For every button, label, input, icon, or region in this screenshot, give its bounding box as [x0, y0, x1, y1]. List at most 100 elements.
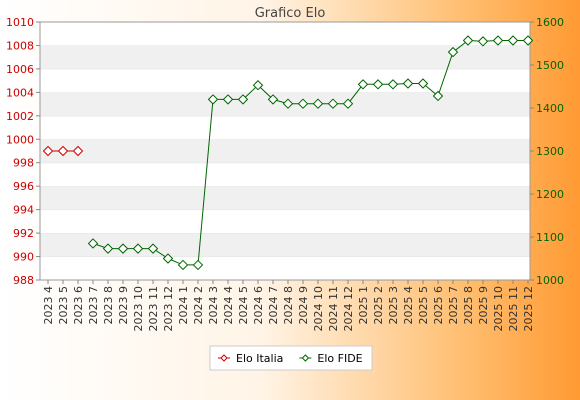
x-axis-tick-label: 2025 1 — [357, 286, 370, 325]
right-axis-tick-label: 1300 — [536, 145, 564, 158]
x-axis-tick-label: 2023 7 — [87, 286, 100, 325]
legend-elo-fide-marker — [301, 354, 310, 362]
x-axis-tick-label: 2025 3 — [387, 286, 400, 325]
series-elo-italia-point — [72, 145, 84, 157]
series-elo-fide-point — [312, 98, 324, 109]
series-elo-fide-point — [207, 94, 219, 105]
x-axis-tick-label: 2025 11 — [507, 286, 520, 332]
series-elo-fide-point — [447, 46, 459, 58]
series-elo-fide-point — [492, 35, 504, 46]
left-axis-tick-label: 988 — [13, 274, 34, 287]
left-axis-tick-label: 1002 — [6, 110, 34, 123]
series-elo-fide-point — [357, 79, 369, 90]
x-axis-tick-label: 2025 9 — [477, 286, 490, 325]
x-axis-tick-label: 2024 10 — [312, 286, 325, 332]
legend: Elo Italia Elo FIDE — [209, 345, 373, 371]
series-elo-fide-point — [417, 78, 429, 89]
left-axis-tick-label: 994 — [13, 204, 34, 217]
series-elo-fide-point — [522, 35, 534, 46]
x-axis-tick-label: 2025 10 — [492, 286, 505, 332]
right-axis-tick-label: 1000 — [536, 274, 564, 287]
x-axis-tick-label: 2023 12 — [162, 286, 175, 332]
x-axis-tick-label: 2024 9 — [297, 286, 310, 325]
legend-elo-fide-label: Elo FIDE — [317, 352, 362, 365]
right-axis-tick-label: 1100 — [536, 231, 564, 244]
left-axis-tick-label: 1010 — [6, 16, 34, 29]
x-axis-tick-label: 2024 12 — [342, 286, 355, 332]
series-elo-fide-point — [462, 35, 474, 46]
left-axis-tick-label: 998 — [13, 157, 34, 170]
left-axis-tick-label: 996 — [13, 180, 34, 193]
x-axis-tick-label: 2024 2 — [192, 286, 205, 325]
left-axis-tick-label: 1000 — [6, 133, 34, 146]
right-axis-tick-label: 1600 — [536, 16, 564, 29]
grid-band — [40, 186, 530, 210]
x-axis-tick-label: 2025 6 — [432, 286, 445, 325]
legend-box — [209, 345, 373, 371]
x-axis-tick-label: 2023 6 — [72, 286, 85, 325]
x-axis-tick-label: 2024 7 — [267, 286, 280, 325]
x-axis-tick-label: 2025 2 — [372, 286, 385, 325]
left-axis-tick-label: 1008 — [6, 39, 34, 52]
x-axis-tick-label: 2024 11 — [327, 286, 340, 332]
grid-band — [40, 233, 530, 257]
grid-band — [40, 139, 530, 163]
series-elo-fide-point — [342, 98, 354, 109]
series-elo-fide-point — [507, 35, 519, 46]
series-elo-fide-point — [117, 243, 129, 254]
right-axis-tick-label: 1500 — [536, 59, 564, 72]
series-elo-fide-point — [177, 259, 189, 271]
series-elo-fide-point — [282, 98, 294, 109]
series-elo-fide-point — [132, 243, 144, 254]
x-axis-tick-label: 2023 8 — [102, 286, 115, 325]
x-axis-tick-label: 2024 3 — [207, 286, 220, 325]
grid-band — [40, 115, 530, 140]
series-elo-fide-point — [297, 98, 309, 109]
series-elo-fide-point — [372, 79, 384, 90]
left-axis-tick-label: 1006 — [6, 63, 34, 76]
x-axis-tick-label: 2024 6 — [252, 286, 265, 325]
series-elo-italia-point — [57, 145, 69, 157]
series-elo-fide-point — [222, 94, 234, 105]
plot-area: 988 990 992 994 996 998 1000 1002 1004 1006 1008 10… — [6, 16, 564, 332]
x-axis-tick-label: 2025 8 — [462, 286, 475, 325]
series-elo-fide-point — [252, 80, 264, 91]
right-axis-tick-label: 1200 — [536, 188, 564, 201]
x-axis-tick-label: 2023 10 — [132, 286, 145, 332]
grid-band — [40, 256, 530, 280]
legend-elo-italia-marker — [220, 354, 228, 362]
chart-title: Grafico Elo — [255, 6, 326, 21]
left-axis-tick-label: 1004 — [6, 86, 34, 99]
x-axis-tick-label: 2025 4 — [402, 286, 415, 325]
x-axis-tick-label: 2023 11 — [147, 286, 160, 332]
series-elo-fide-point — [402, 78, 414, 89]
series-elo-fide-point — [432, 90, 444, 102]
left-axis-tick-label: 990 — [13, 251, 34, 264]
grid-band — [40, 22, 530, 46]
series-elo-fide-point — [192, 259, 204, 271]
left-axis-tick-label: 992 — [13, 227, 34, 240]
x-axis-tick-label: 2024 8 — [282, 286, 295, 325]
x-axis-tick-label: 2023 9 — [117, 286, 130, 325]
grid-band — [40, 45, 530, 69]
series-elo-fide-point — [87, 238, 99, 249]
right-axis-tick-label: 1400 — [536, 102, 564, 115]
x-axis-tick-label: 2025 12 — [522, 286, 535, 332]
x-axis-tick-label: 2023 5 — [57, 286, 70, 325]
series-elo-fide-point — [327, 98, 339, 109]
x-axis-tick-label: 2025 5 — [417, 286, 430, 325]
x-axis-tick-label: 2023 4 — [42, 286, 55, 325]
series-elo-fide-point — [237, 94, 249, 105]
x-axis-tick-label: 2025 7 — [447, 286, 460, 325]
x-axis-tick-label: 2024 1 — [177, 286, 190, 325]
x-axis-tick-label: 2024 5 — [237, 286, 250, 325]
x-axis-tick-label: 2024 4 — [222, 286, 235, 325]
series-elo-fide-point — [162, 253, 174, 264]
series-elo-fide-point — [147, 243, 159, 254]
series-elo-fide-point — [477, 36, 489, 47]
legend-elo-italia-label: Elo Italia — [236, 352, 283, 365]
series-elo-fide-point — [387, 79, 399, 90]
series-elo-italia-point — [42, 145, 54, 157]
